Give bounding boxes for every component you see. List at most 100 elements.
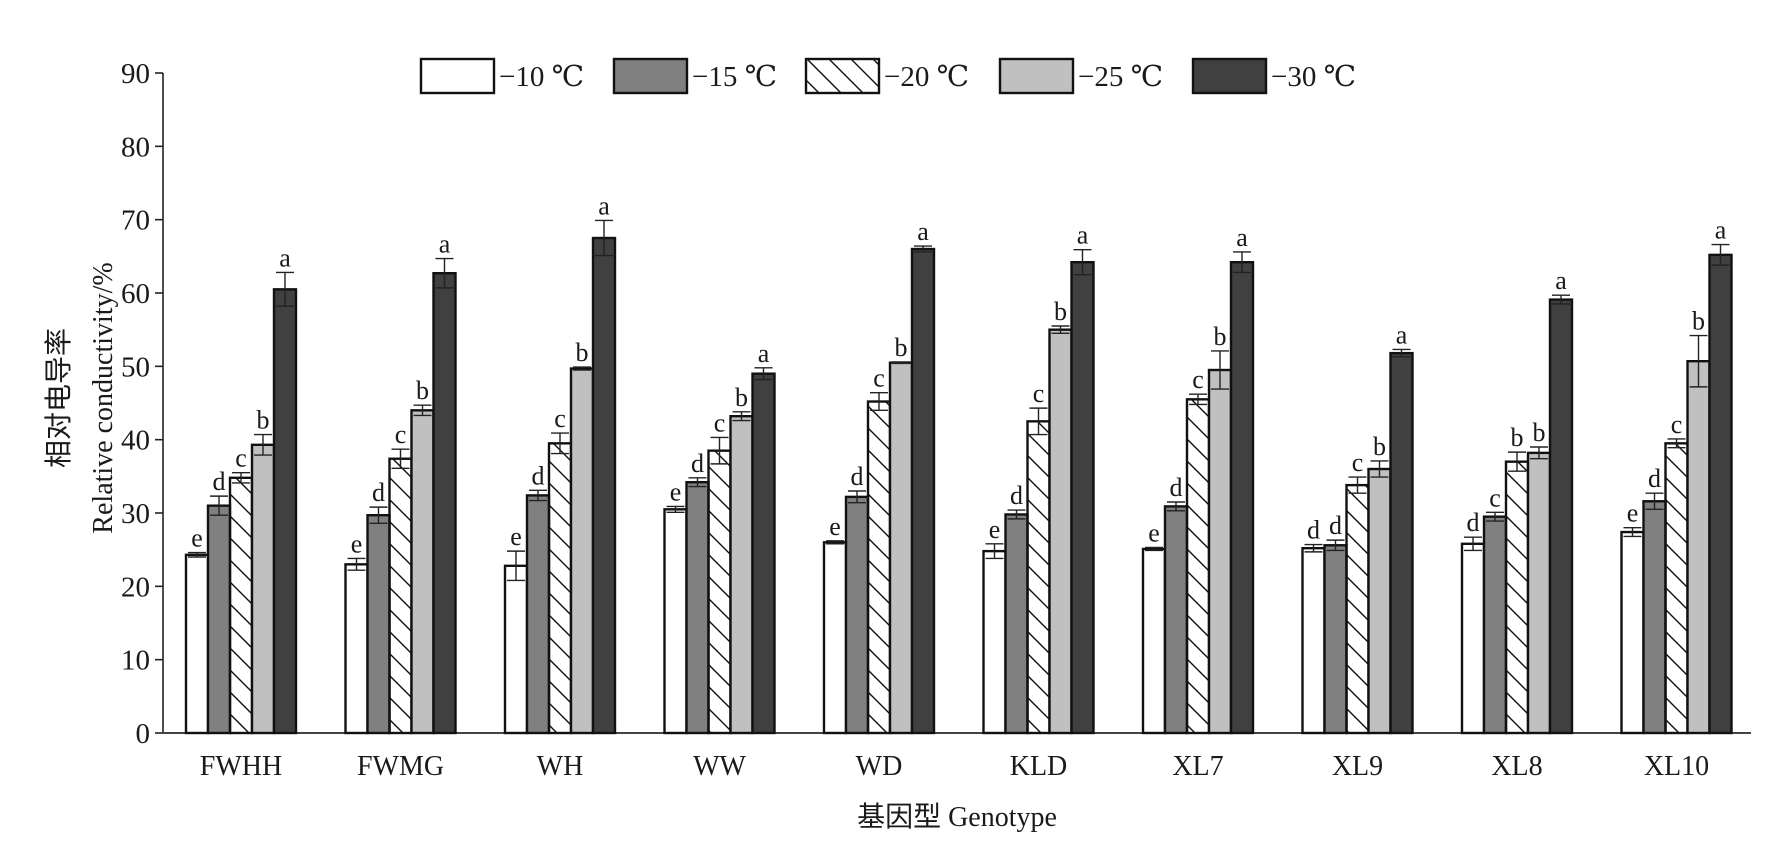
bar (663, 508, 688, 735)
bar (344, 563, 369, 735)
significance-label: a (1236, 223, 1248, 252)
significance-label: d (372, 478, 385, 507)
legend-label: −15 ℃ (692, 61, 777, 93)
y-tick-label: 40 (121, 425, 150, 457)
y-tick-label: 70 (121, 205, 150, 237)
bar (1708, 253, 1733, 735)
bar (1301, 547, 1326, 735)
bar (910, 247, 936, 735)
significance-label: c (1033, 379, 1045, 408)
x-axis: FWHH FWMG WH WW WD KLD XL7 XL9 XL8 XL10 (163, 732, 1751, 782)
bar-group-xl9: d d cb a (1301, 320, 1414, 735)
bar (388, 457, 413, 735)
bar-group-xl7: ed cb a (1141, 223, 1255, 735)
y-axis-title-en: Relative conductivity/% (88, 262, 119, 533)
y-tick-label: 20 (121, 571, 150, 603)
legend-item: −15 ℃ (612, 57, 777, 95)
significance-label: e (829, 512, 841, 541)
legend-label: −20 ℃ (884, 61, 969, 93)
significance-label: e (670, 477, 682, 506)
legend-swatch (419, 57, 496, 95)
bar (1163, 505, 1189, 735)
significance-label: b (1054, 297, 1067, 326)
bar (272, 288, 298, 735)
bar (1141, 547, 1167, 735)
y-tick-label: 0 (136, 718, 151, 750)
x-tick-label: XL7 (1172, 751, 1223, 782)
y-tick-label: 90 (121, 58, 150, 90)
significance-label: e (510, 522, 522, 551)
significance-label: e (989, 515, 1001, 544)
bar (844, 495, 870, 735)
bar (569, 367, 595, 735)
significance-label: a (1715, 216, 1727, 245)
bar (1048, 328, 1073, 735)
y-tick-label: 60 (121, 278, 150, 310)
bar (1026, 420, 1051, 735)
significance-label: a (279, 243, 291, 272)
significance-label: b (576, 338, 589, 367)
significance-label: b (416, 376, 429, 405)
bar (1526, 451, 1552, 735)
significance-label: d (851, 462, 864, 491)
significance-label: b (895, 333, 908, 362)
x-axis-title: 基因型 Genotype (857, 801, 1057, 833)
bar (1323, 544, 1348, 735)
bar (707, 449, 732, 735)
legend-swatch (612, 57, 689, 95)
bar (729, 415, 754, 735)
significance-label: e (351, 529, 363, 558)
bar (525, 494, 551, 735)
bar (547, 442, 573, 735)
bar (1004, 513, 1029, 735)
bar (184, 553, 210, 735)
significance-label: d (532, 461, 545, 490)
significance-label: c (1192, 365, 1204, 394)
significance-label: a (758, 339, 770, 368)
bar (888, 361, 914, 735)
legend-swatch (1191, 57, 1268, 95)
bar (410, 409, 435, 735)
bar (1504, 460, 1530, 735)
bar (366, 514, 391, 735)
bar (1548, 298, 1574, 735)
significance-label: c (714, 408, 726, 437)
significance-label: d (1307, 516, 1320, 545)
y-tick-label: 50 (121, 351, 150, 383)
y-tick-label: 30 (121, 498, 150, 530)
legend-label: −10 ℃ (499, 61, 584, 93)
y-tick-label: 10 (121, 645, 150, 677)
bar (1207, 368, 1233, 735)
x-tick-label: WD (856, 751, 903, 782)
y-axis: 0 10 20 30 40 50 60 70 80 90 (121, 58, 164, 750)
significance-label: c (873, 364, 885, 393)
significance-label: d (1467, 508, 1480, 537)
significance-label: c (235, 444, 247, 473)
x-tick-label: XL8 (1491, 751, 1542, 782)
bar (1460, 542, 1486, 735)
x-tick-label: WW (693, 751, 746, 782)
significance-label: a (598, 191, 610, 220)
significance-label: c (1352, 448, 1364, 477)
bar (206, 504, 232, 735)
bar (1070, 261, 1095, 735)
legend-item: −30 ℃ (1191, 57, 1356, 95)
significance-label: d (1329, 511, 1342, 540)
significance-label: c (1671, 410, 1683, 439)
bar (1345, 483, 1370, 735)
bar (751, 372, 776, 735)
x-tick-label: KLD (1010, 751, 1068, 782)
y-tick-label: 80 (121, 131, 150, 163)
x-tick-label: XL10 (1644, 751, 1709, 782)
legend-label: −25 ℃ (1078, 61, 1163, 93)
x-tick-label: WH (537, 751, 584, 782)
legend: −10 ℃ −15 ℃ −20 ℃ −25 ℃ −30 ℃ (419, 57, 1356, 95)
significance-label: b (1373, 432, 1386, 461)
bar-group-xl10: edc b a (1620, 216, 1733, 735)
bar (1229, 261, 1255, 735)
significance-label: e (191, 524, 203, 553)
bar (1642, 500, 1667, 735)
